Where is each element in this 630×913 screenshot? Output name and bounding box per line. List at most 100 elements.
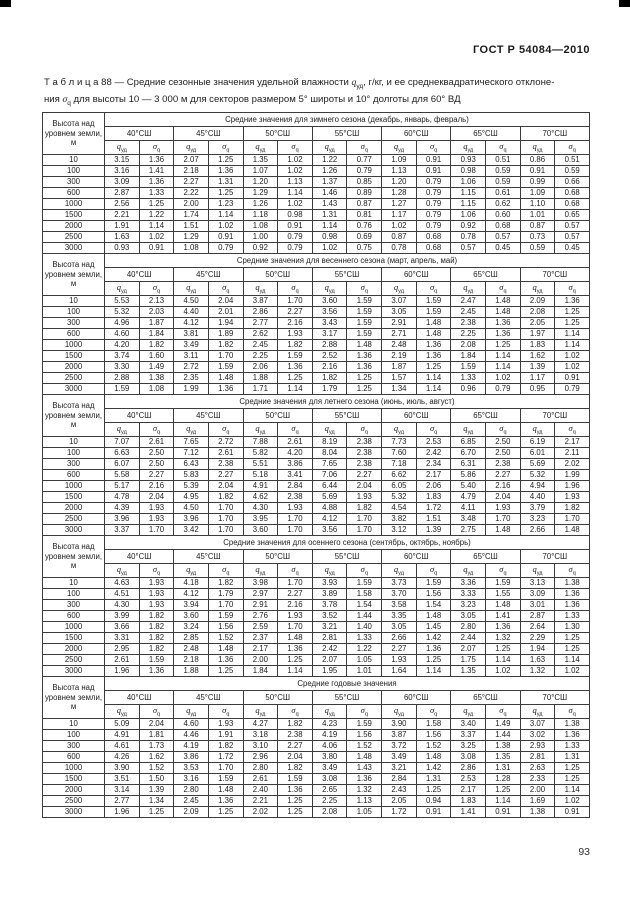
value-cell: 4.19 (311, 729, 348, 741)
q-symbol: q (532, 423, 537, 434)
value-cell: 0.79 (207, 242, 244, 254)
value-cell: 2.95 (104, 643, 140, 655)
value-cell: 1.41 (485, 610, 521, 622)
table-row: 1500 3.31 1.82 2.85 1.52 2.37 1.48 2.81 1.33 2.66… (42, 632, 590, 644)
value-cell: 3.89 (311, 588, 348, 600)
value-cell: 0.92 (450, 220, 487, 232)
sigma-symbol-header: σq (554, 140, 590, 155)
value-cell: 1.50 (138, 773, 175, 785)
sigma-subscript: q (157, 429, 161, 436)
value-cell: 1.36 (415, 350, 452, 362)
value-cell: 1.56 (346, 729, 383, 741)
value-cell: 1.09 (381, 154, 417, 166)
value-cell: 1.08 (242, 220, 279, 232)
table-header-row: Высота над уровнем земли, м Средние значе… (42, 112, 590, 155)
value-cell: 2.27 (277, 740, 313, 752)
value-cell: 1.42 (415, 762, 452, 774)
value-cell: 1.33 (138, 187, 175, 199)
value-cell: 1.02 (207, 220, 244, 232)
value-cell: 2.16 (277, 317, 313, 329)
value-cell: 3.60 (311, 295, 348, 307)
value-cell: 2.66 (381, 632, 417, 644)
value-cell: 1.02 (485, 665, 521, 677)
value-cell: 2.45 (173, 795, 209, 807)
value-cell: 7.12 (173, 447, 209, 459)
value-cell: 2.04 (277, 751, 313, 763)
value-cell: 1.09 (519, 187, 556, 199)
value-cell: 1.59 (346, 295, 383, 307)
value-cell: 2.38 (346, 458, 383, 470)
value-cell: 0.95 (519, 383, 556, 395)
table-row: 600 4.60 1.84 3.81 1.89 2.62 1.93 3.17 1.59 2.71 1… (42, 328, 590, 340)
season-caption: Средние значения для весеннего сезона (м… (104, 253, 590, 268)
sigma-symbol-header: σq (138, 140, 175, 155)
value-cell: 1.82 (138, 643, 175, 655)
value-cell: 3.90 (104, 762, 140, 774)
table-row: 3000 1.59 1.08 1.99 1.36 1.71 1.14 1.79 1.25 1.34… (42, 383, 590, 395)
season-table: Высота над уровнем земли, м Средние значе… (42, 535, 591, 677)
value-cell: 1.25 (138, 198, 175, 210)
sigma-symbol-header: σq (554, 422, 590, 437)
value-cell: 4.91 (242, 480, 279, 492)
value-cell: 0.51 (554, 154, 590, 166)
value-cell: 1.26 (242, 198, 279, 210)
value-cell: 2.43 (381, 784, 417, 796)
value-cell: 0.94 (415, 795, 452, 807)
value-cell: 1.48 (415, 317, 452, 329)
q-symbol: q (532, 282, 537, 293)
value-cell: 3.95 (242, 513, 279, 525)
value-cell: 1.14 (277, 665, 313, 677)
value-cell: 1.63 (104, 231, 140, 243)
value-cell: 2.85 (173, 632, 209, 644)
value-cell: 2.87 (104, 187, 140, 199)
value-cell: 2.08 (450, 339, 487, 351)
value-cell: 1.05 (346, 654, 383, 666)
sigma-symbol-header: σq (138, 281, 175, 296)
q-subscript: уд (190, 429, 197, 436)
value-cell: 1.02 (311, 242, 348, 254)
value-cell: 1.59 (450, 361, 487, 373)
sigma-symbol: σ (152, 423, 158, 434)
height-cell: 10 (42, 154, 105, 166)
value-cell: 0.96 (450, 383, 487, 395)
value-cell: 3.53 (173, 762, 209, 774)
table-row: 10 7.07 2.61 7.65 2.72 7.88 2.61 8.19 2.38 7.73 2.… (42, 436, 590, 448)
value-cell: 3.35 (381, 610, 417, 622)
value-cell: 1.70 (277, 524, 313, 536)
value-cell: 1.02 (554, 665, 590, 677)
q-symbol-header: qуд (104, 140, 140, 155)
sigma-subscript: q (503, 570, 507, 577)
sigma-symbol: σ (152, 282, 158, 293)
table-header-row: Высота над уровнем земли, м Средние годов… (42, 676, 590, 719)
sigma-symbol: σ (429, 141, 435, 152)
value-cell: 1.14 (485, 361, 521, 373)
sigma-symbol: σ (291, 141, 296, 152)
page-number: 93 (578, 846, 590, 858)
height-cell: 10 (42, 718, 105, 730)
value-cell: 1.49 (485, 718, 521, 730)
latitude-header-row: 40°СШ 45°СШ 50°СШ 55°СШ 60°СШ 65°СШ 70°СШ (43, 267, 591, 282)
sigma-symbol-header: σq (415, 140, 452, 155)
value-cell: 7.88 (242, 436, 279, 448)
value-cell: 1.14 (554, 339, 590, 351)
sigma-symbol: σ (291, 282, 296, 293)
height-cell: 2000 (42, 361, 105, 373)
height-cell: 600 (42, 187, 105, 199)
table-row: 600 5.58 2.27 5.83 2.27 5.18 3.41 7.06 2.27 6.62 2… (42, 469, 590, 481)
sigma-symbol-header: σq (485, 704, 521, 719)
sigma-symbol: σ (62, 93, 68, 105)
value-cell: 1.36 (415, 643, 452, 655)
sigma-symbol-header: σq (415, 563, 452, 578)
value-cell: 7.65 (173, 436, 209, 448)
value-cell: 2.50 (138, 458, 175, 470)
value-cell: 2.84 (381, 773, 417, 785)
q-subscript: уд (328, 570, 335, 577)
q-symbol: q (463, 705, 468, 716)
value-cell: 6.85 (450, 436, 487, 448)
value-cell: 0.79 (415, 187, 452, 199)
value-cell: 1.70 (207, 513, 244, 525)
value-cell: 1.49 (138, 361, 175, 373)
value-cell: 1.36 (554, 729, 590, 741)
value-cell: 1.02 (138, 231, 175, 243)
q-subscript: уд (356, 82, 364, 90)
